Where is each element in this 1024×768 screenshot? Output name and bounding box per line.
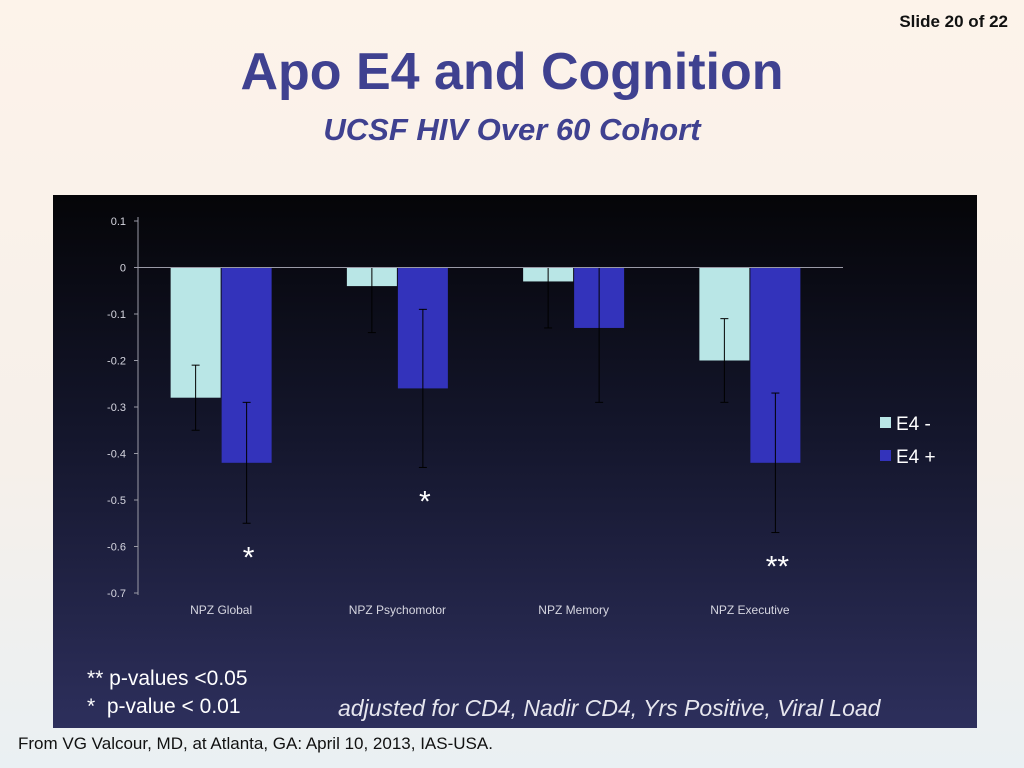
bar-chart: 0.1 0 -0.1 -0.2 -0.3 -0.4 -0.5 -0.6 -0.7 NPZ Glob… [107,216,936,617]
y-tick-label: -0.7 [107,588,126,600]
x-tick-label: NPZ Global [190,603,252,617]
chart-panel: 0.1 0 -0.1 -0.2 -0.3 -0.4 -0.5 -0.6 -0.7 NPZ Glob… [53,195,977,728]
slide-title: Apo E4 and Cognition [240,43,784,101]
slide-subtitle: UCSF HIV Over 60 Cohort [323,112,701,147]
source-citation: From VG Valcour, MD, at Atlanta, GA: Apr… [18,734,493,753]
adjustment-note: adjusted for CD4, Nadir CD4, Yrs Positiv… [338,695,881,721]
footnote-single-star: * p-value < 0.01 [87,695,241,718]
legend-label: E4 - [896,414,931,435]
y-tick-label: -0.2 [107,356,126,368]
significance-marker: * [243,541,255,574]
legend-swatch [880,450,891,461]
y-tick-label: 0 [120,263,126,275]
y-tick-label: -0.1 [107,309,126,321]
legend-label: E4 + [896,447,936,468]
x-tick-label: NPZ Memory [538,603,609,617]
legend-swatch [880,417,891,428]
footnote-double-star: ** p-values <0.05 [87,667,248,690]
significance-marker: ** [766,551,790,584]
y-tick-label: -0.3 [107,402,126,414]
y-tick-label: -0.4 [107,449,126,461]
y-tick-label: -0.5 [107,495,126,507]
y-tick-label: -0.6 [107,542,126,554]
significance-marker: * [419,485,431,518]
slide-number: Slide 20 of 22 [899,12,1008,31]
y-tick-label: 0.1 [111,216,126,228]
x-tick-label: NPZ Executive [710,603,790,617]
x-tick-label: NPZ Psychomotor [349,603,446,617]
